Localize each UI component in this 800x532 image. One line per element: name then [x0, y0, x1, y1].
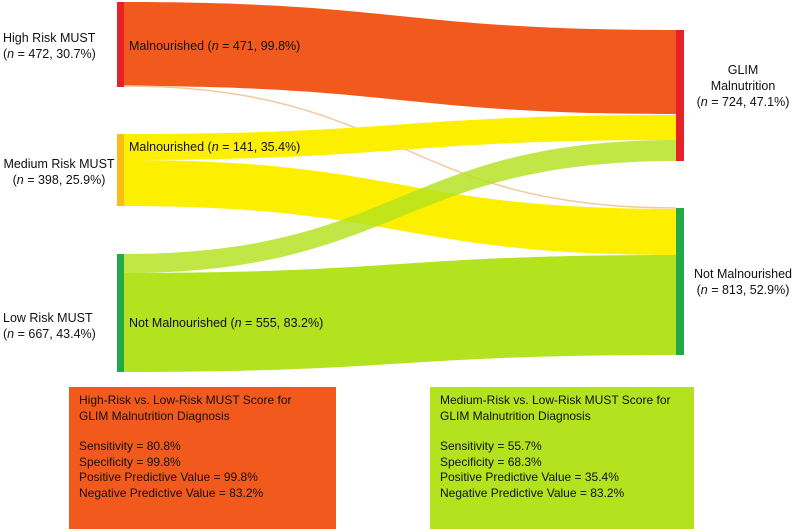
flow-low-to-not	[124, 255, 676, 372]
label-glim-line1: GLIM	[727, 63, 759, 77]
box-title-line1: High-Risk vs. Low-Risk MUST Score for	[79, 393, 292, 407]
node-bar-high-risk	[117, 2, 124, 87]
box-ppv: Positive Predictive Value = 35.4%	[440, 470, 619, 484]
flow-medium-to-glim	[124, 115, 676, 160]
flow-low-to-glim	[124, 140, 676, 273]
box-title-line2: GLIM Malnutrition Diagnosis	[79, 408, 230, 423]
label-high-risk-pct: 30.7%	[56, 47, 92, 61]
node-bar-glim-malnutrition	[676, 30, 684, 161]
flow-label-medium-pct: 35.4%	[260, 140, 297, 154]
n-symbol: n	[211, 140, 219, 154]
label-medium-risk-pct: 25.9%	[65, 173, 102, 187]
box-ppv: Positive Predictive Value = 99.8%	[79, 470, 258, 484]
box-npv: Negative Predictive Value = 83.2%	[79, 485, 264, 500]
n-symbol: n	[7, 327, 15, 341]
summary-box-high-vs-low: High-Risk vs. Low-Risk MUST Score for GL…	[69, 387, 336, 529]
label-not-pct: 52.9%	[749, 283, 786, 297]
flow-label-medium-n: 141	[232, 140, 254, 154]
node-bar-low-risk	[117, 254, 124, 372]
node-bar-not-malnourished	[676, 208, 684, 355]
n-symbol: n	[7, 47, 15, 61]
label-not-n: 813	[721, 283, 743, 297]
n-symbol: n	[211, 39, 219, 53]
summary-box-medium-vs-low: Medium-Risk vs. Low-Risk MUST Score for …	[430, 387, 694, 529]
box-sensitivity: Sensitivity = 55.7%	[440, 439, 542, 453]
n-symbol: n	[234, 316, 242, 330]
label-not-name: Not Malnourished	[694, 267, 792, 281]
label-high-risk: High Risk MUST (n = 472, 30.7%)	[3, 31, 96, 61]
box-title-line2: GLIM Malnutrition Diagnosis	[440, 408, 591, 423]
flow-label-high-name: Malnourished	[129, 39, 205, 53]
box-specificity: Specificity = 99.8%	[79, 454, 181, 469]
flow-label-low-not-malnourished: Not Malnourished (n = 555, 83.2%)	[129, 316, 324, 330]
label-low-risk-pct: 43.4%	[56, 327, 92, 341]
flow-label-high-malnourished: Malnourished (n = 471, 99.8%)	[129, 39, 301, 53]
flow-label-low-n: 555	[255, 316, 277, 330]
label-medium-risk-name: Medium Risk MUST	[3, 157, 115, 171]
box-npv: Negative Predictive Value = 83.2%	[440, 485, 625, 500]
label-glim-malnutrition: GLIM Malnutrition (n = 724, 47.1%)	[686, 62, 800, 110]
label-glim-pct: 47.1%	[749, 95, 786, 109]
box-title-line1: Medium-Risk vs. Low-Risk MUST Score for	[440, 393, 671, 407]
label-medium-risk-n: 398	[37, 173, 59, 187]
label-glim-line2: Malnutrition	[710, 79, 776, 93]
label-low-risk-name: Low Risk MUST	[3, 311, 93, 325]
label-not-malnourished: Not Malnourished (n = 813, 52.9%)	[686, 266, 800, 298]
box-sensitivity: Sensitivity = 80.8%	[79, 439, 181, 453]
label-glim-n: 724	[721, 95, 743, 109]
flow-label-high-n: 471	[232, 39, 254, 53]
label-low-risk: Low Risk MUST (n = 667, 43.4%)	[3, 311, 96, 341]
label-low-risk-n: 667	[28, 327, 50, 341]
box-specificity: Specificity = 68.3%	[440, 454, 542, 469]
label-medium-risk: Medium Risk MUST (n = 398, 25.9%)	[0, 156, 118, 188]
flow-label-low-name: Not Malnourished	[129, 316, 227, 330]
flow-label-medium-malnourished: Malnourished (n = 141, 35.4%)	[129, 140, 301, 154]
label-high-risk-name: High Risk MUST	[3, 31, 96, 45]
flow-label-low-pct: 83.2%	[283, 316, 320, 330]
n-symbol: n	[700, 95, 708, 109]
flow-label-medium-name: Malnourished	[129, 140, 205, 154]
label-high-risk-n: 472	[28, 47, 50, 61]
n-symbol: n	[700, 283, 708, 297]
flow-high-to-glim	[124, 2, 676, 114]
flow-label-high-pct: 99.8%	[260, 39, 297, 53]
node-bar-medium-risk	[117, 134, 124, 206]
n-symbol: n	[16, 173, 24, 187]
